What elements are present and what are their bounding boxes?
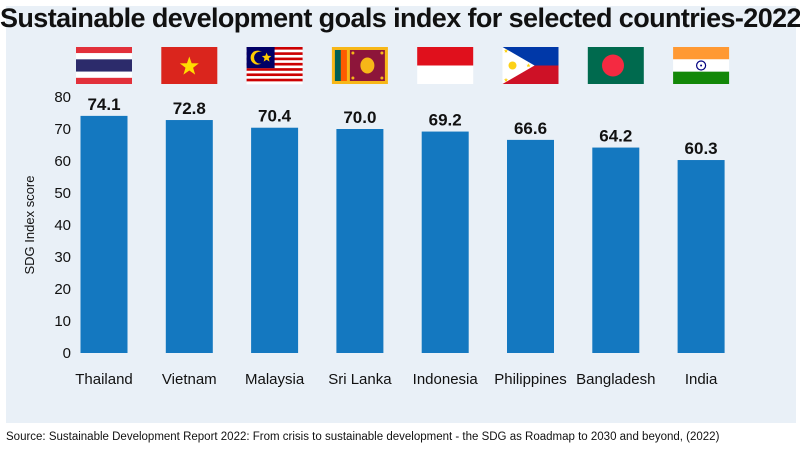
category-label: India xyxy=(685,371,718,388)
bar-vietnam xyxy=(165,120,213,353)
category-label: Thailand xyxy=(75,371,133,388)
category-label: Vietnam xyxy=(162,371,217,388)
y-tick-label: 10 xyxy=(54,313,71,330)
bar-chart: SDG Index score 0 10 20 30 40 50 60 70 80 74.1 Tha… xyxy=(22,47,730,388)
bar-philippines xyxy=(507,139,554,353)
chart-panel xyxy=(6,6,796,423)
chart-title: Sustainable development goals index for … xyxy=(0,3,800,33)
y-tick-label: 20 xyxy=(54,281,71,298)
sri-lanka-flag-icon xyxy=(331,47,388,84)
category-label: Sri Lanka xyxy=(328,371,392,388)
category-label: Bangladesh xyxy=(576,371,655,388)
value-label: 64.2 xyxy=(599,127,632,146)
bar-thailand xyxy=(80,115,128,353)
bars xyxy=(80,115,725,353)
value-label: 72.8 xyxy=(173,99,206,118)
y-tick-label: 40 xyxy=(54,217,71,234)
flag-row xyxy=(76,47,730,85)
category-label: Indonesia xyxy=(413,371,479,388)
y-axis-title: SDG Index score xyxy=(22,176,37,275)
bar-bangladesh xyxy=(592,147,640,353)
philippines-flag-icon xyxy=(502,47,559,84)
indonesia-flag-icon xyxy=(417,47,474,84)
y-tick-label: 30 xyxy=(54,249,71,266)
y-tick-label: 70 xyxy=(54,121,71,138)
bangladesh-flag-icon xyxy=(587,47,644,84)
india-flag-icon xyxy=(673,47,730,84)
value-label: 69.2 xyxy=(429,111,462,130)
y-tick-label: 80 xyxy=(54,89,71,106)
y-axis: SDG Index score 0 10 20 30 40 50 60 70 80 xyxy=(22,89,71,362)
bar-sri-lanka xyxy=(336,129,384,353)
category-label: Malaysia xyxy=(245,371,305,388)
source-note: Source: Sustainable Development Report 2… xyxy=(6,431,720,443)
labels: 74.1 Thailand 72.8 Vietnam 70.4 Malaysia 70.0 S… xyxy=(75,95,718,388)
bar-india xyxy=(677,160,725,353)
value-label: 66.6 xyxy=(514,119,547,138)
value-label: 70.0 xyxy=(343,108,376,127)
category-label: Philippines xyxy=(494,371,567,388)
value-label: 70.4 xyxy=(258,107,292,126)
malaysia-flag-icon xyxy=(246,47,303,85)
vietnam-flag-icon xyxy=(161,47,218,84)
y-tick-label: 60 xyxy=(54,153,71,170)
y-tick-label: 0 xyxy=(63,345,71,362)
value-label: 60.3 xyxy=(685,139,718,158)
y-tick-label: 50 xyxy=(54,185,71,202)
value-label: 74.1 xyxy=(87,95,120,114)
bar-malaysia xyxy=(251,127,299,353)
bar-indonesia xyxy=(421,131,469,353)
thailand-flag-icon xyxy=(76,47,132,84)
